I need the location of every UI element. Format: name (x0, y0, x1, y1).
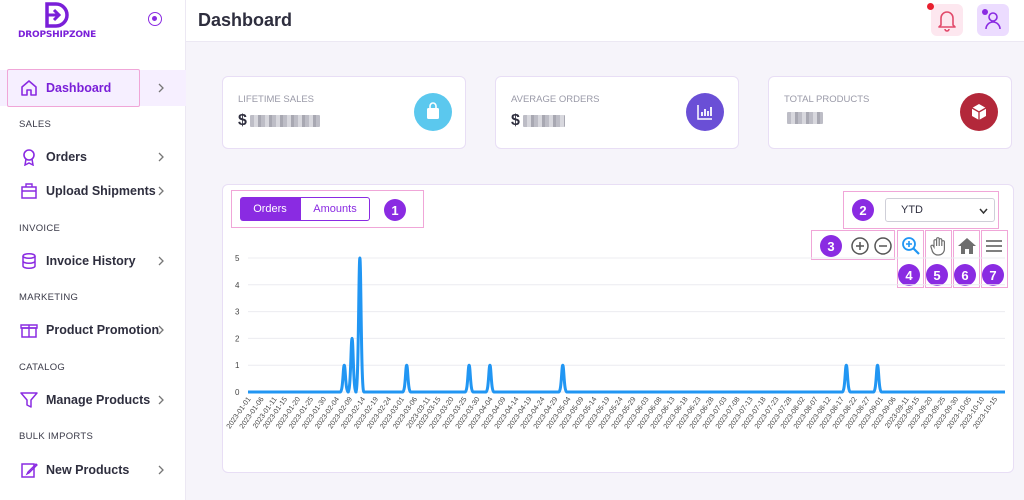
annotation-badge-2: 2 (852, 199, 874, 221)
notification-dot (927, 3, 934, 10)
date-range-value: YTD (901, 204, 923, 216)
annotation-box-4 (897, 230, 924, 288)
chevron-right-icon (158, 325, 164, 335)
card-value: $ (511, 112, 565, 130)
section-bulk-imports: BULK IMPORTS (19, 431, 94, 442)
database-icon (22, 252, 36, 270)
sidebar-item-product-promotion[interactable]: Product Promotion (0, 312, 186, 348)
metric-toggle: Orders Amounts (240, 197, 370, 221)
toggle-orders-button[interactable]: Orders (240, 197, 300, 221)
top-header: Dashboard (186, 0, 1024, 42)
section-invoice: INVOICE (19, 223, 61, 234)
reset-home-icon[interactable] (956, 235, 978, 257)
logo[interactable]: DROPSHIPZONE (18, 2, 98, 42)
chevron-down-icon (979, 208, 988, 215)
sidebar-collapse-button[interactable] (148, 12, 162, 26)
sidebar-item-label: Upload Shipments (46, 184, 156, 198)
card-value (784, 112, 823, 124)
logo-text: DROPSHIPZONE (18, 30, 97, 40)
sidebar-item-label: Dashboard (46, 81, 112, 95)
filter-icon (20, 392, 38, 408)
chevron-right-icon (158, 83, 164, 93)
card-value-prefix: $ (238, 112, 247, 129)
annotation-badge-5: 5 (926, 264, 948, 286)
sidebar-item-dashboard[interactable]: Dashboard (0, 70, 186, 106)
annotation-badge-6: 6 (954, 264, 976, 286)
sidebar-item-new-products[interactable]: New Products (0, 452, 186, 488)
annotation-box-5 (925, 230, 952, 288)
orders-line-chart: 0123452023-01-012023-01-062023-01-112023… (224, 254, 1005, 430)
sidebar-item-label: Invoice History (46, 254, 136, 268)
chevron-right-icon (158, 186, 164, 196)
y-tick-label: 5 (235, 254, 240, 263)
y-tick-label: 3 (235, 308, 240, 317)
y-tick-label: 2 (235, 334, 240, 343)
bar-chart-icon (686, 93, 724, 131)
shopping-bag-icon (414, 93, 452, 131)
sidebar-item-label: Product Promotion (46, 323, 160, 337)
annotation-box-6 (953, 230, 980, 288)
bell-icon (938, 11, 956, 32)
annotation-box-7 (981, 230, 1008, 288)
notifications-button[interactable] (931, 4, 963, 36)
annotation-badge-4: 4 (898, 264, 920, 286)
stat-card-total-products: TOTAL PRODUCTS (768, 76, 1012, 149)
user-icon (982, 9, 1001, 30)
annotation-box-3 (811, 230, 895, 260)
gift-icon (20, 324, 38, 338)
y-tick-label: 4 (235, 281, 240, 290)
sidebar-item-label: Manage Products (46, 393, 151, 407)
series-line (248, 256, 1005, 394)
package-icon (21, 183, 37, 199)
sidebar-item-upload-shipments[interactable]: Upload Shipments (0, 173, 186, 209)
stat-card-average-orders: AVERAGE ORDERS $ (495, 76, 739, 149)
chevron-right-icon (158, 152, 164, 162)
selection-zoom-icon[interactable] (900, 235, 922, 257)
y-tick-label: 1 (235, 361, 240, 370)
redacted-value (522, 115, 565, 127)
page-title: Dashboard (198, 10, 293, 30)
section-catalog: CATALOG (19, 362, 66, 373)
award-icon (23, 149, 35, 166)
sidebar-item-invoice-history[interactable]: Invoice History (0, 243, 186, 279)
box-icon (960, 93, 998, 131)
sidebar-item-label: New Products (46, 463, 130, 477)
annotation-box-2 (843, 191, 999, 229)
chevron-right-icon (158, 256, 164, 266)
section-marketing: MARKETING (19, 292, 79, 303)
annotation-badge-3: 3 (820, 235, 842, 257)
stat-card-lifetime-sales: LIFETIME SALES $ (222, 76, 466, 149)
card-value-prefix: $ (511, 112, 520, 129)
home-icon (21, 80, 37, 96)
toggle-amounts-button[interactable]: Amounts (300, 197, 370, 221)
annotation-box-1 (231, 190, 424, 228)
zoom-out-icon[interactable] (872, 235, 894, 257)
user-menu-button[interactable] (977, 4, 1009, 36)
annotation-badge-1: 1 (384, 199, 406, 221)
zoom-in-icon[interactable] (849, 235, 871, 257)
annotation-highlight (7, 69, 140, 107)
redacted-value (249, 115, 320, 127)
sidebar-item-orders[interactable]: Orders (0, 139, 186, 175)
section-sales: SALES (19, 119, 52, 130)
pan-hand-icon[interactable] (928, 235, 950, 257)
date-range-select[interactable]: YTD (885, 198, 995, 222)
annotation-badge-7: 7 (982, 264, 1004, 286)
sidebar: DROPSHIPZONE Dashboard SALES Orders Uplo… (0, 0, 186, 500)
card-title: TOTAL PRODUCTS (784, 94, 870, 105)
sidebar-item-label: Orders (46, 150, 87, 164)
card-title: LIFETIME SALES (238, 94, 315, 105)
chevron-right-icon (158, 395, 164, 405)
card-value: $ (238, 112, 320, 130)
y-tick-label: 0 (235, 388, 240, 397)
card-title: AVERAGE ORDERS (511, 94, 600, 105)
chevron-right-icon (158, 465, 164, 475)
edit-icon (21, 463, 38, 478)
menu-icon[interactable] (983, 235, 1005, 257)
redacted-value (787, 112, 823, 124)
sidebar-item-manage-products[interactable]: Manage Products (0, 382, 186, 418)
logo-icon (45, 2, 69, 28)
